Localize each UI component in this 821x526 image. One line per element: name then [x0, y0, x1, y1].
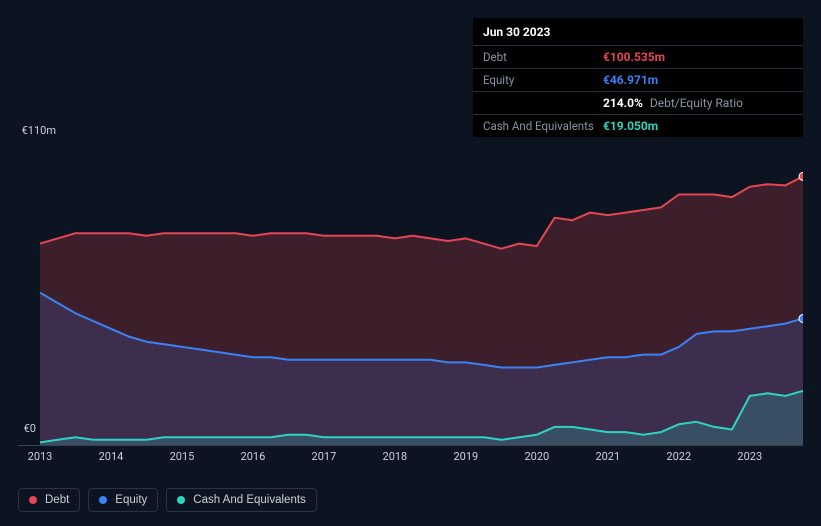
chart-plot-area — [40, 148, 803, 445]
tooltip-row: Cash And Equivalents€19.050m — [473, 114, 803, 137]
x-axis-tick-label: 2015 — [170, 450, 195, 463]
tooltip-row: Equity€46.971m — [473, 68, 803, 91]
tooltip-row-extra: Debt/Equity Ratio — [647, 96, 743, 110]
x-axis-tick-label: 2016 — [241, 450, 266, 463]
y-axis-tick-label: €110m — [0, 124, 56, 137]
legend-item-cash[interactable]: Cash And Equivalents — [166, 488, 317, 512]
tooltip-row-label: Equity — [483, 73, 603, 87]
x-axis-tick-label: 2017 — [312, 450, 337, 463]
tooltip-row-value: 214.0% Debt/Equity Ratio — [603, 96, 743, 110]
x-axis-tick-label: 2018 — [383, 450, 408, 463]
y-axis-tick-label: €0 — [0, 422, 36, 435]
x-axis-tick-label: 2014 — [99, 450, 124, 463]
x-axis-tick-label: 2022 — [666, 450, 691, 463]
area-chart-svg — [40, 148, 803, 445]
legend-item-debt[interactable]: Debt — [18, 488, 80, 512]
tooltip-row-value: €46.971m — [603, 73, 658, 87]
x-axis-tick-label: 2019 — [453, 450, 478, 463]
legend-item-label: Cash And Equivalents — [193, 494, 306, 506]
chart-tooltip: Jun 30 2023 Debt€100.535mEquity€46.971m2… — [473, 18, 803, 137]
x-axis-tick-label: 2013 — [28, 450, 53, 463]
x-axis-tick-label: 2021 — [595, 450, 620, 463]
tooltip-row-value: €19.050m — [603, 119, 658, 133]
chart-legend: Debt Equity Cash And Equivalents — [18, 488, 317, 512]
tooltip-row-value: €100.535m — [603, 50, 665, 64]
legend-item-equity[interactable]: Equity — [88, 488, 158, 512]
tooltip-row-label: Debt — [483, 50, 603, 64]
y-axis-line — [18, 445, 803, 446]
legend-dot-icon — [29, 496, 37, 504]
tooltip-row-label: Cash And Equivalents — [483, 119, 603, 133]
x-axis-tick-label: 2020 — [524, 450, 549, 463]
legend-dot-icon — [177, 496, 185, 504]
series-end-marker-debt — [799, 172, 803, 180]
legend-item-label: Equity — [115, 494, 147, 506]
x-axis-labels: 2013201420152016201720182019202020212022… — [40, 450, 803, 470]
tooltip-row: Debt€100.535m — [473, 45, 803, 68]
tooltip-row: 214.0% Debt/Equity Ratio — [473, 91, 803, 114]
tooltip-date: Jun 30 2023 — [473, 18, 803, 45]
legend-item-label: Debt — [45, 494, 69, 506]
legend-dot-icon — [99, 496, 107, 504]
series-end-marker-equity — [799, 315, 803, 323]
x-axis-tick-label: 2023 — [737, 450, 762, 463]
